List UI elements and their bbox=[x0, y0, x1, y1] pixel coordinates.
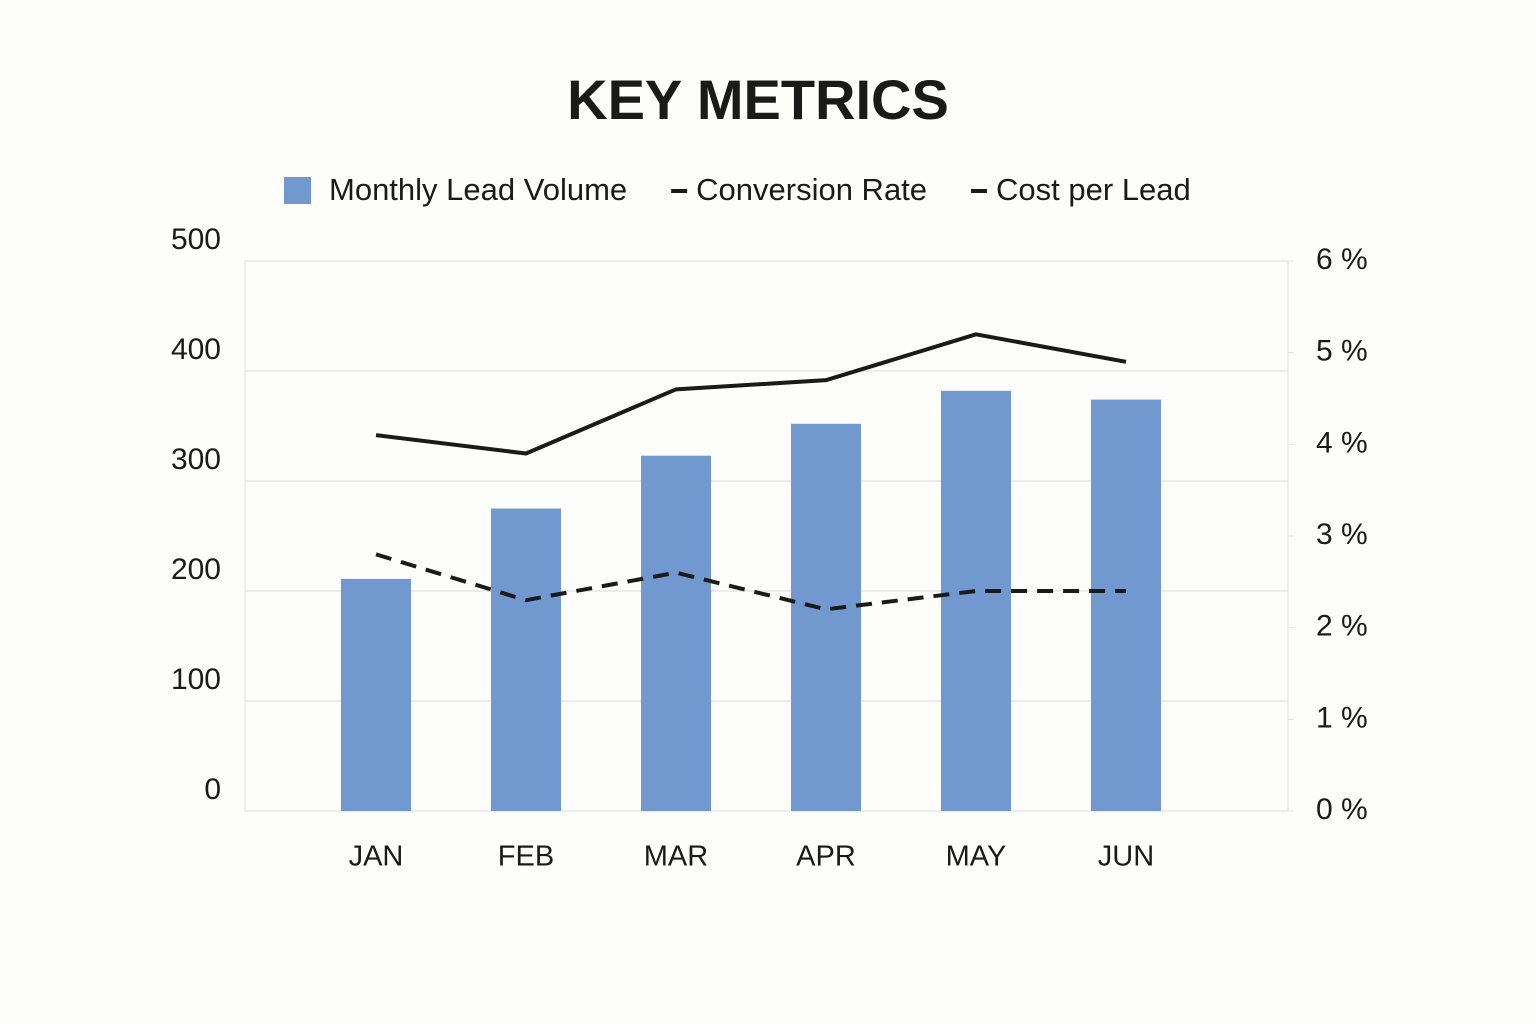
y-tick-label: 200 bbox=[171, 553, 221, 586]
legend-label: Cost per Lead bbox=[996, 172, 1191, 207]
x-tick-label: MAR bbox=[644, 841, 708, 873]
x-tick-label: MAY bbox=[946, 841, 1007, 873]
x-tick-label: JAN bbox=[349, 841, 404, 873]
line-series bbox=[375, 332, 1127, 456]
x-tick-label: FEB bbox=[498, 841, 554, 873]
bar bbox=[941, 390, 1011, 811]
x-tick-label: JUN bbox=[1098, 841, 1154, 873]
y-tick-label: 500 bbox=[171, 223, 221, 256]
y-tick-label: 0 bbox=[204, 773, 221, 806]
y2-tick-label: 2 % bbox=[1316, 610, 1368, 643]
legend-swatch bbox=[284, 177, 311, 204]
line-series bbox=[375, 552, 1126, 612]
y-tick-label: 400 bbox=[171, 333, 221, 366]
bar bbox=[1091, 399, 1161, 811]
bar bbox=[641, 455, 711, 811]
bar bbox=[491, 508, 561, 811]
y2-tick-label: 0 % bbox=[1316, 793, 1368, 826]
chart-title: KEY METRICS bbox=[567, 68, 949, 131]
y-tick-label: 100 bbox=[171, 663, 221, 696]
y2-tick-label: 1 % bbox=[1316, 701, 1368, 734]
legend-label: Monthly Lead Volume bbox=[329, 172, 627, 207]
bar bbox=[791, 423, 861, 811]
y-tick-label: 300 bbox=[171, 443, 221, 476]
y2-tick-label: 4 % bbox=[1316, 426, 1368, 459]
y2-tick-label: 6 % bbox=[1316, 243, 1368, 276]
x-tick-label: APR bbox=[796, 841, 856, 873]
y2-tick-label: 3 % bbox=[1316, 518, 1368, 551]
bar bbox=[341, 578, 411, 811]
legend-label: Conversion Rate bbox=[696, 172, 927, 207]
y2-tick-label: 5 % bbox=[1316, 335, 1368, 368]
